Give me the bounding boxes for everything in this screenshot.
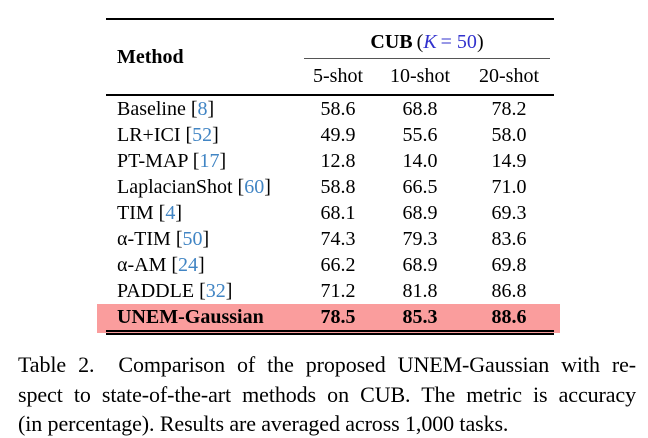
table-row: α-TIM [50] 74.3 79.3 83.6	[106, 226, 554, 252]
table-row: LaplacianShot [60] 58.8 66.5 71.0	[106, 174, 554, 200]
method-cell: PADDLE [32]	[117, 279, 233, 302]
value-cell: 58.8	[320, 175, 356, 198]
table-row: Baseline [8] 58.6 68.8 78.2	[106, 95, 554, 122]
value-cell: 12.8	[320, 149, 356, 172]
value-cell: 58.6	[320, 97, 356, 120]
method-name: PT-MAP	[117, 149, 188, 172]
group-header-text: CUB (K = 50)	[304, 31, 551, 59]
value-cell: 83.6	[491, 227, 527, 250]
value-cell: 78.2	[491, 97, 527, 120]
value-cell: 78.5	[300, 304, 376, 333]
column-header-20shot: 20-shot	[464, 59, 555, 96]
value-cell: 68.9	[402, 253, 438, 276]
value-cell: 86.8	[491, 279, 527, 302]
value-cell: 81.8	[402, 279, 438, 302]
method-cell: LaplacianShot [60]	[117, 175, 271, 198]
value-cell: 71.0	[491, 175, 527, 198]
citation-link[interactable]: 52	[192, 123, 213, 146]
value-cell: 74.3	[320, 227, 356, 250]
method-cell: LR+ICI [52]	[117, 123, 219, 146]
caption-line: (in percentage). Results are averaged ac…	[18, 411, 509, 436]
table-caption: Table 2. Comparison of the proposed UNEM…	[18, 350, 636, 438]
header-row-group: Method CUB (K = 50)	[106, 19, 554, 96]
value-cell: 14.0	[402, 149, 438, 172]
method-name: LR+ICI	[117, 123, 181, 146]
method-cell: α-TIM [50]	[117, 227, 210, 250]
method-cell: Baseline [8]	[117, 97, 215, 120]
method-name: α-AM	[117, 253, 167, 276]
value-cell: 68.8	[402, 97, 438, 120]
value-cell: 58.0	[491, 123, 527, 146]
citation-link[interactable]: 60	[244, 175, 265, 198]
table-row-highlighted: UNEM-Gaussian 78.5 85.3 88.6	[106, 304, 555, 333]
value-cell: 69.8	[491, 253, 527, 276]
value-cell: 66.2	[320, 253, 356, 276]
column-header-5shot: 5-shot	[300, 59, 376, 96]
caption-line: Table 2. Comparison of the proposed UNEM…	[18, 352, 636, 377]
k-close-paren: )	[476, 31, 484, 53]
method-cell: TIM [4]	[117, 201, 183, 224]
method-cell: UNEM-Gaussian	[106, 304, 300, 333]
table-header: Method CUB (K = 50) 5-shot 10-shot 20-shot	[106, 19, 555, 96]
table-row: TIM [4] 68.1 68.9 69.3	[106, 200, 554, 226]
caption-line: spect to state-of-the-art methods on CUB…	[18, 381, 636, 407]
column-header-10shot: 10-shot	[376, 59, 464, 96]
header-row-shots: 5-shot 10-shot 20-shot	[106, 59, 555, 96]
value-cell: 85.3	[376, 304, 464, 333]
dataset-name: CUB	[370, 31, 413, 53]
value-cell: 79.3	[402, 227, 438, 250]
citation-link[interactable]: 17	[199, 149, 220, 172]
value-cell: 88.6	[464, 304, 555, 333]
value-cell: 71.2	[320, 279, 356, 302]
method-name: LaplacianShot	[117, 175, 233, 198]
citation-link[interactable]: 8	[197, 97, 208, 120]
k-value: = 50	[440, 31, 477, 53]
citation-link[interactable]: 4	[165, 201, 176, 224]
value-cell: 69.3	[491, 201, 527, 224]
value-cell: 66.5	[402, 175, 438, 198]
citation-link[interactable]: 50	[182, 227, 203, 250]
method-name: TIM	[117, 201, 154, 224]
column-header-method: Method	[106, 19, 300, 96]
table-row: PADDLE [32] 71.2 81.8 86.8	[106, 278, 554, 304]
k-open-paren: (	[416, 31, 424, 53]
value-cell: 14.9	[491, 149, 527, 172]
k-variable: K	[423, 31, 437, 53]
method-cell: PT-MAP [17]	[117, 149, 227, 172]
method-name: α-TIM	[117, 227, 171, 250]
table-row: α-AM [24] 66.2 68.9 69.8	[106, 252, 554, 278]
value-cell: 49.9	[320, 123, 356, 146]
value-cell: 68.1	[320, 201, 356, 224]
method-name: Baseline	[117, 97, 186, 120]
value-cell: 55.6	[402, 123, 438, 146]
results-table-container: Method CUB (K = 50) 5-shot 10-shot 20-shot…	[106, 18, 555, 335]
table-row: PT-MAP [17] 12.8 14.0 14.9	[106, 148, 554, 174]
table-body: Baseline [8] 58.6 68.8 78.2 LR+ICI [52] 49.9 5…	[106, 95, 555, 333]
citation-link[interactable]: 24	[178, 253, 199, 276]
results-table: Method CUB (K = 50) 5-shot 10-shot 20-shot…	[106, 18, 555, 335]
method-cell: α-AM [24]	[117, 253, 205, 276]
method-name: PADDLE	[117, 279, 195, 302]
value-cell: 68.9	[402, 201, 438, 224]
table-row: LR+ICI [52] 49.9 55.6 58.0	[106, 122, 554, 148]
citation-link[interactable]: 32	[205, 279, 226, 302]
dataset-group-header: CUB (K = 50)	[300, 19, 554, 59]
method-name: UNEM-Gaussian	[117, 305, 264, 328]
